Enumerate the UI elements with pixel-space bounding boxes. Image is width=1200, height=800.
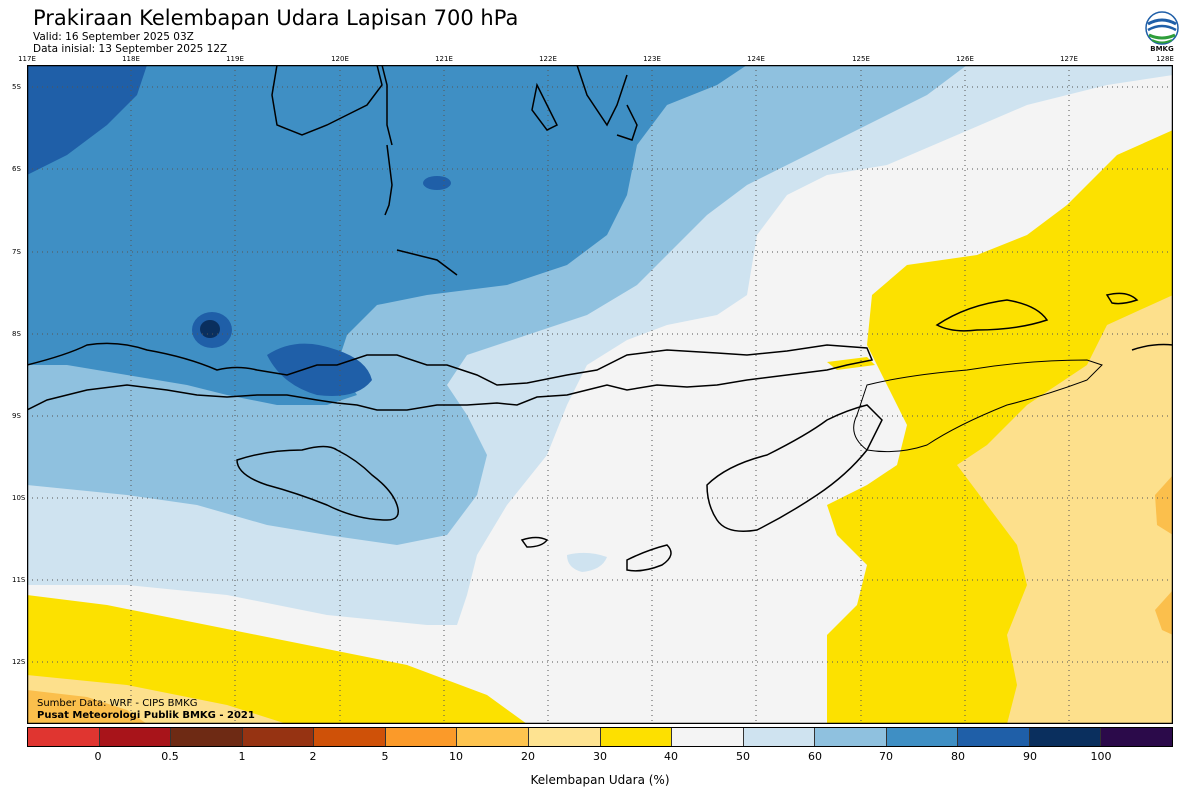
lat-label: 5S: [12, 83, 21, 91]
colorbar-title: Kelembapan Udara (%): [530, 773, 670, 787]
colorbar-tick: 90: [1023, 750, 1037, 763]
lon-label: 123E: [643, 55, 661, 63]
colorbar-tick: 40: [664, 750, 678, 763]
humidity-band-90-100: [200, 320, 220, 338]
colorbar-tick: 70: [879, 750, 893, 763]
humidity-band-80-90: [423, 176, 451, 190]
colorbar-tick: 100: [1090, 750, 1112, 763]
coastline-islands: [1131, 343, 1173, 351]
lat-label: 7S: [12, 248, 21, 256]
humidity-band-50-60: [567, 552, 607, 572]
humidity-map[interactable]: [27, 65, 1173, 724]
coastline-lesser-sunda: [27, 342, 874, 411]
map-title: Prakiraan Kelembapan Udara Lapisan 700 h…: [33, 6, 519, 30]
coastline-islands: [576, 65, 628, 127]
lat-label: 9S: [12, 412, 21, 420]
lon-label: 119E: [226, 55, 244, 63]
coastline-islands: [396, 249, 458, 276]
lon-label: 122E: [539, 55, 557, 63]
coastline-rote: [626, 544, 672, 572]
coastline-sulawesi: [271, 65, 383, 136]
lon-label: 121E: [435, 55, 453, 63]
coastline-islands: [616, 104, 638, 141]
colorbar-tick: 60: [808, 750, 822, 763]
humidity-band-80-90: [267, 343, 372, 396]
colorbar-swatch: [1029, 728, 1102, 746]
humidity-colorbar: [27, 727, 1173, 747]
logo-label: BMKG: [1150, 45, 1174, 53]
coastline-islands: [1105, 292, 1139, 305]
humidity-field-svg: [27, 65, 1173, 724]
lon-label: 127E: [1060, 55, 1078, 63]
colorbar-tick: 30: [593, 750, 607, 763]
coastline-timor: [706, 404, 883, 532]
lon-label: 117E: [18, 55, 36, 63]
colorbar-swatch: [385, 728, 458, 746]
humidity-band-20-30: [957, 295, 1173, 724]
colorbar-swatch: [99, 728, 172, 746]
bmkg-logo-icon: [1145, 11, 1179, 45]
colorbar-tick: 1: [238, 750, 246, 763]
coastline-buton: [531, 82, 559, 131]
colorbar-swatch: [1101, 728, 1172, 746]
humidity-band-10-20: [27, 690, 147, 724]
coastline-selayar: [384, 144, 393, 216]
lat-label: 10S: [12, 494, 26, 502]
colorbar-tick: 50: [736, 750, 750, 763]
colorbar-swatch: [958, 728, 1030, 746]
colorbar-swatch: [886, 728, 959, 746]
lon-label: 128E: [1156, 55, 1174, 63]
colorbar-tick: 5: [381, 750, 389, 763]
humidity-band-80-90: [27, 65, 147, 175]
colorbar-swatch: [528, 728, 601, 746]
colorbar-tick: 20: [521, 750, 535, 763]
lat-label: 8S: [12, 330, 21, 338]
colorbar-tick: 10: [449, 750, 463, 763]
coastlines: [27, 65, 1173, 572]
lat-label: 6S: [12, 165, 21, 173]
coastline-eez: [853, 359, 1103, 453]
colorbar-swatch: [600, 728, 673, 746]
organization-credit: Pusat Meteorologi Publik BMKG - 2021: [37, 710, 255, 721]
map-gridlines: [27, 65, 1173, 724]
colorbar-swatch: [815, 728, 887, 746]
humidity-band-10-20: [1155, 590, 1173, 635]
colorbar-tick: 0.5: [161, 750, 179, 763]
lon-label: 126E: [956, 55, 974, 63]
colorbar-tick: 0: [94, 750, 102, 763]
colorbar-tick: 80: [951, 750, 965, 763]
colorbar-swatch: [314, 728, 386, 746]
lat-label: 12S: [12, 658, 26, 666]
valid-time: Valid: 16 September 2025 03Z: [33, 31, 194, 43]
coastline-wetar: [935, 299, 1049, 332]
lon-label: 118E: [122, 55, 140, 63]
lon-label: 125E: [852, 55, 870, 63]
colorbar-swatch: [171, 728, 243, 746]
map-frame: [27, 65, 1173, 724]
colorbar-swatch: [743, 728, 816, 746]
data-source-credit: Sumber Data: WRF - CIPS BMKG: [37, 698, 198, 709]
coastline-sumba: [236, 445, 399, 521]
lon-label: 120E: [331, 55, 349, 63]
coastline-savu: [520, 536, 549, 548]
colorbar-swatch: [457, 728, 529, 746]
colorbar-tick: 2: [309, 750, 317, 763]
colorbar-swatch: [672, 728, 744, 746]
colorbar-swatch: [242, 728, 315, 746]
initial-data-time: Data inisial: 13 September 2025 12Z: [33, 43, 228, 55]
lon-label: 124E: [747, 55, 765, 63]
colorbar-swatch: [28, 728, 100, 746]
humidity-band-10-20: [1155, 475, 1173, 535]
coastline-sulawesi: [381, 65, 393, 146]
lat-label: 11S: [12, 576, 26, 584]
